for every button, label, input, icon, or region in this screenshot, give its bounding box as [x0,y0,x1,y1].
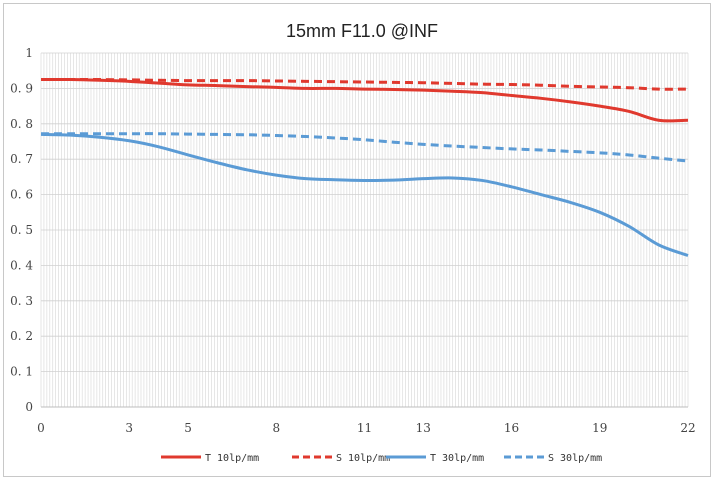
y-tick-label: 0. 8 [10,117,33,131]
x-tick-label: 22 [680,421,695,435]
x-tick-label: 11 [357,421,372,435]
y-tick-label: 0. 6 [10,188,33,202]
y-tick-label: 0. 3 [10,294,33,308]
mtf-chart: 15mm F11.0 @INF 0 0. 1 0. 2 0. 3 0. 4 0. 5 0. … [10,21,696,464]
y-tick-label: 0. 1 [10,365,33,379]
y-tick-label: 0. 7 [10,152,33,166]
axis-layer: 0 0. 1 0. 2 0. 3 0. 4 0. 5 0. 6 0. 7 0. 8 0. 9 1 0 3… [10,46,696,435]
y-tick-label: 0. 4 [10,258,33,272]
legend-label: S 10lp/mm [336,453,390,464]
y-tick-label: 0. 9 [10,81,33,95]
x-tick-label: 13 [416,421,431,435]
x-tick-label: 5 [184,421,192,435]
x-tick-label: 3 [125,421,133,435]
x-tick-label: 8 [272,421,280,435]
series-line-s-30lp-mm [41,132,689,163]
series-line-t-30lp-mm [40,132,689,257]
y-tick-label: 0. 2 [10,329,33,343]
legend-label: T 30lp/mm [430,453,484,464]
chart-title: 15mm F11.0 @INF [286,21,438,41]
legend: T 10lp/mm S 10lp/mm T 30lp/mm S 30lp/mm [161,453,602,464]
y-tick-label: 0 [25,400,33,414]
series-line-t-10lp-mm [40,77,689,123]
x-tick-label: 16 [504,421,519,435]
legend-label: S 30lp/mm [548,453,602,464]
chart-frame: 15mm F11.0 @INF 0 0. 1 0. 2 0. 3 0. 4 0. 5 0. … [3,3,711,477]
legend-label: T 10lp/mm [205,453,259,464]
grid-layer [40,52,689,408]
x-tick-label: 0 [37,421,45,435]
y-tick-label: 0. 5 [10,223,33,237]
series-line-s-10lp-mm [40,78,689,91]
y-tick-label: 1 [25,46,33,60]
series-layer [40,77,689,257]
x-tick-label: 19 [592,421,607,435]
